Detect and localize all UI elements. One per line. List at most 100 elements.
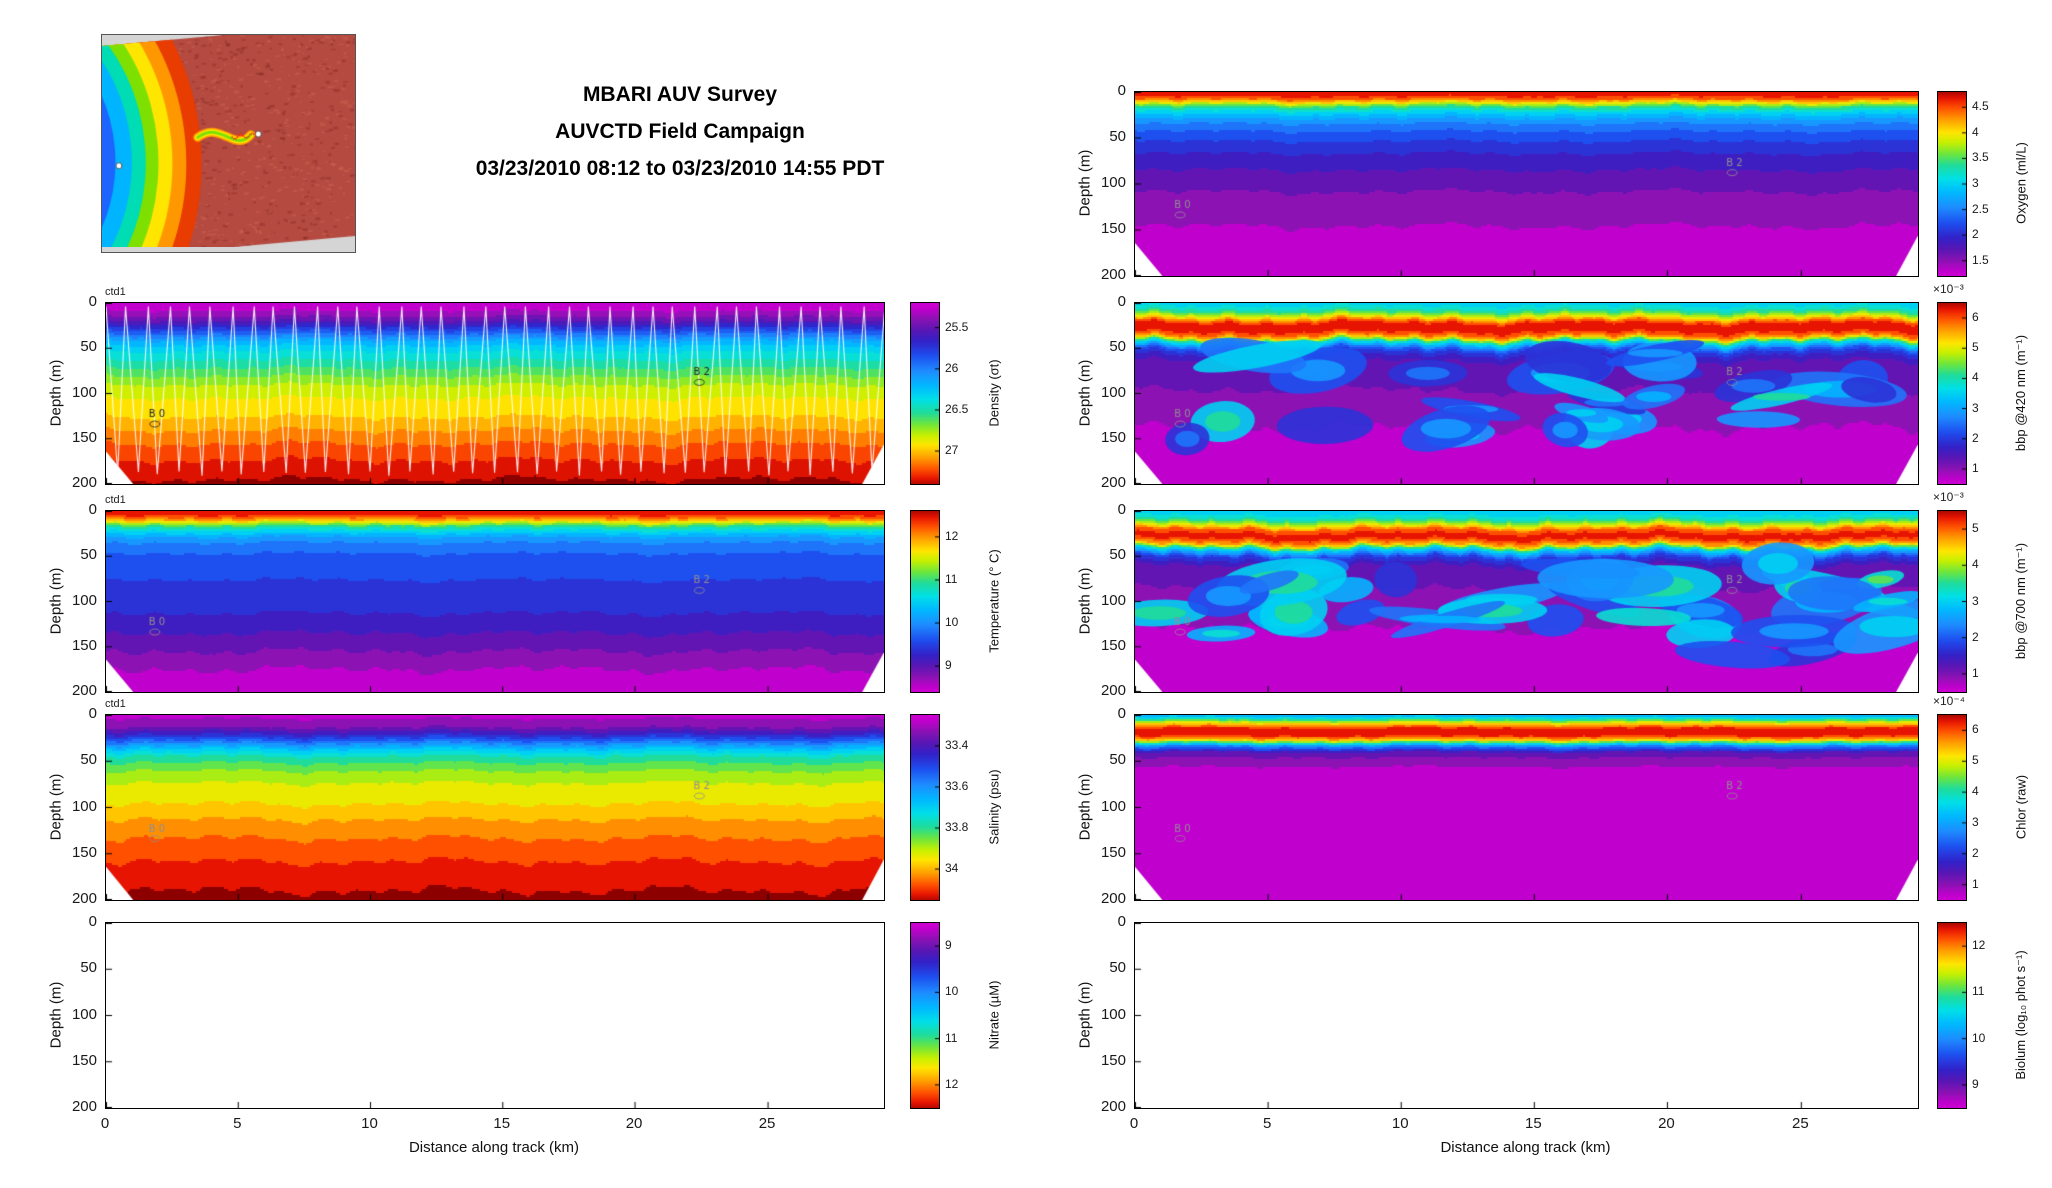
temperature-section-canvas	[105, 510, 885, 693]
x-tick-label: 25	[1791, 1115, 1809, 1132]
salinity-colorbar-canvas	[910, 714, 940, 901]
x-tick-label: 25	[758, 1115, 776, 1132]
colorbar-axis-label: Biolum (log₁₀ phot s⁻¹)	[2013, 949, 2028, 1080]
x-tick-label: 10	[1391, 1115, 1409, 1132]
depth-tick-label: 100	[71, 383, 97, 401]
colorbar-tick-label: 5	[1972, 753, 1979, 768]
sensor-tag: ctd1	[105, 494, 126, 506]
colorbar-multiplier: ×10⁻³	[1933, 282, 1964, 296]
depth-tick-label: 0	[88, 913, 97, 930]
colorbar-tick-label: 9	[945, 938, 952, 953]
colorbar-axis-label: Oxygen (ml/L)	[2013, 142, 2029, 224]
colorbar-tick-label: 2.5	[1972, 201, 1989, 216]
depth-tick-label: 100	[71, 797, 97, 815]
colorbar-tick-label: 11	[945, 571, 958, 586]
depth-tick-label: 150	[71, 843, 97, 861]
colorbar-tick-label: 26.5	[945, 401, 969, 416]
sensor-tag: ctd1	[105, 698, 126, 710]
depth-tick-label: 0	[1117, 705, 1126, 722]
colorbar-tick-label: 12	[945, 528, 959, 543]
depth-tick-label: 200	[1100, 1098, 1126, 1115]
biolum-section-canvas	[1134, 922, 1919, 1109]
depth-tick-label: 150	[71, 636, 97, 654]
depth-tick-label: 0	[88, 293, 97, 310]
x-axis-label: Distance along track (km)	[1440, 1139, 1611, 1156]
colorbar-tick-label: 1.5	[1972, 252, 1989, 267]
density-section-canvas	[105, 302, 885, 485]
colorbar-tick-label: 5	[1972, 521, 1979, 536]
title-block: MBARI AUV Survey AUVCTD Field Campaign 0…	[340, 76, 1020, 187]
colorbar-axis-label: bbp @700 nm (m⁻¹)	[2013, 542, 2028, 659]
x-tick-label: 5	[1262, 1115, 1272, 1132]
x-tick-label: 20	[625, 1115, 643, 1132]
depth-tick-label: 200	[71, 1098, 97, 1115]
depth-tick-label: 50	[80, 751, 97, 769]
depth-tick-label: 100	[71, 591, 97, 609]
x-tick-label: 0	[100, 1115, 110, 1132]
figure-date-range: 03/23/2010 08:12 to 03/23/2010 14:55 PDT	[475, 157, 885, 180]
x-tick-label: 15	[1524, 1115, 1542, 1132]
depth-tick-label: 200	[71, 474, 97, 491]
depth-tick-label: 150	[1100, 1051, 1126, 1069]
bbp700-section-canvas	[1134, 510, 1919, 693]
depth-tick-label: 200	[1100, 890, 1126, 907]
depth-tick-label: 50	[1109, 338, 1126, 356]
depth-tick-label: 50	[80, 338, 97, 356]
depth-tick-label: 50	[1109, 959, 1126, 977]
colorbar-tick-label: 11	[945, 1030, 958, 1045]
oxygen-colorbar-canvas	[1937, 91, 1967, 277]
colorbar-tick-label: 6	[1972, 310, 1979, 325]
colorbar-axis-label: Chlor (raw)	[2013, 774, 2029, 839]
depth-tick-label: 0	[1117, 913, 1126, 930]
bbp420-section-canvas	[1134, 302, 1919, 485]
colorbar-tick-label: 2	[1972, 430, 1979, 445]
nitrate-section-canvas	[105, 922, 885, 1109]
colorbar-tick-label: 26	[945, 360, 959, 375]
colorbar-axis-label: Nitrate (µM)	[986, 980, 1002, 1049]
colorbar-tick-label: 6	[1972, 722, 1979, 737]
figure-subtitle: AUVCTD Field Campaign	[555, 120, 805, 143]
colorbar-axis-label: Temperature (° C)	[986, 548, 1002, 653]
depth-tick-label: 200	[1100, 474, 1126, 491]
depth-tick-label: 50	[80, 546, 97, 564]
depth-tick-label: 150	[71, 428, 97, 446]
colorbar-tick-label: 33.8	[945, 820, 969, 835]
bbp700-colorbar-canvas	[1937, 510, 1967, 693]
colorbar-tick-label: 25.5	[945, 319, 969, 334]
colorbar-tick-label: 10	[945, 615, 959, 630]
colorbar-multiplier: ×10⁻⁴	[1933, 694, 1965, 708]
colorbar-tick-label: 4	[1972, 370, 1979, 385]
x-tick-label: 0	[1129, 1115, 1139, 1132]
depth-tick-label: 50	[1109, 546, 1126, 564]
chlor-colorbar-canvas	[1937, 714, 1967, 901]
colorbar-tick-label: 9	[1972, 1076, 1979, 1091]
salinity-section-canvas	[105, 714, 885, 901]
depth-tick-label: 0	[88, 501, 97, 518]
depth-tick-label: 100	[1100, 383, 1126, 401]
colorbar-tick-label: 3	[1972, 176, 1979, 190]
colorbar-tick-label: 4.5	[1972, 99, 1989, 114]
nitrate-colorbar-canvas	[910, 922, 940, 1109]
depth-tick-label: 200	[1100, 266, 1126, 283]
depth-tick-label: 200	[71, 890, 97, 907]
x-axis-label: Distance along track (km)	[408, 1139, 580, 1156]
temperature-colorbar-canvas	[910, 510, 940, 693]
sensor-tag: ctd1	[105, 286, 126, 298]
depth-tick-label: 100	[1100, 591, 1126, 609]
colorbar-tick-label: 10	[1972, 1030, 1986, 1045]
colorbar-tick-label: 3.5	[1972, 150, 1989, 165]
colorbar-tick-label: 11	[1972, 984, 1985, 999]
depth-tick-label: 0	[1117, 82, 1126, 99]
colorbar-tick-label: 12	[1972, 938, 1986, 953]
colorbar-tick-label: 4	[1972, 124, 1979, 139]
depth-tick-label: 50	[1109, 751, 1126, 769]
depth-tick-label: 150	[1100, 843, 1126, 861]
depth-tick-label: 150	[1100, 428, 1126, 446]
depth-tick-label: 150	[1100, 636, 1126, 654]
colorbar-tick-label: 27	[945, 443, 959, 458]
colorbar-tick-label: 1	[1972, 876, 1979, 891]
depth-tick-label: 50	[1109, 128, 1126, 145]
colorbar-tick-label: 4	[1972, 557, 1979, 572]
colorbar-tick-label: 1	[1972, 460, 1979, 475]
